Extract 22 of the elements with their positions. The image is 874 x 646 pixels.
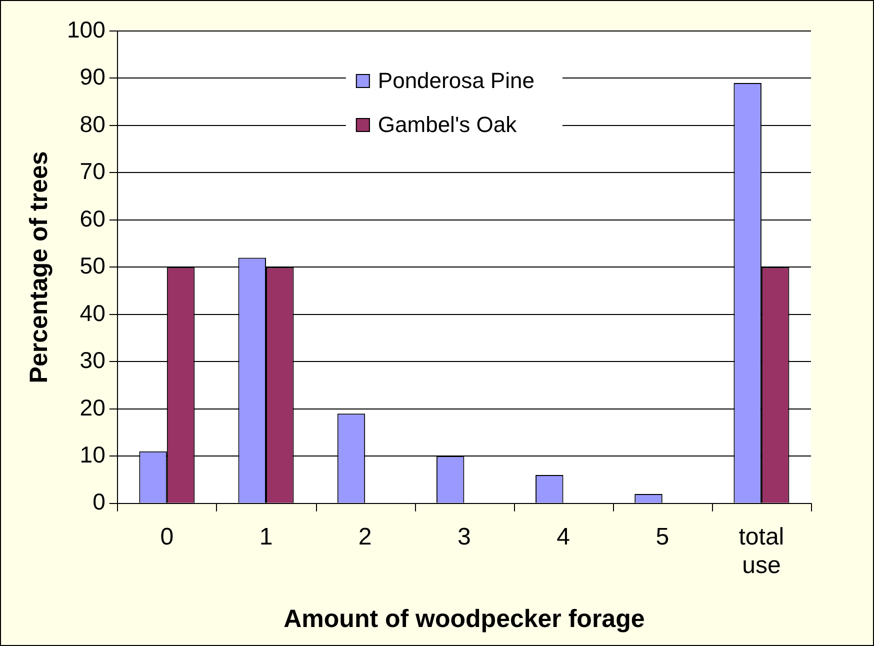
y-tick-label: 60 — [80, 205, 106, 232]
x-tick-label: 5 — [656, 523, 670, 550]
x-tick-label: total use — [738, 523, 784, 580]
x-tick-label: 1 — [259, 523, 273, 550]
legend-label: Ponderosa Pine — [378, 68, 534, 94]
y-tick-label: 0 — [92, 488, 106, 515]
y-tick-label: 50 — [80, 252, 106, 279]
y-axis-title: Percentage of trees — [24, 151, 53, 384]
y-tick-label: 30 — [80, 347, 106, 374]
x-tick-label: 2 — [358, 523, 372, 550]
y-tick-label: 40 — [80, 300, 106, 326]
y-tick-label: 80 — [80, 110, 106, 137]
x-tick-label: 3 — [458, 523, 471, 550]
y-tick-label: 10 — [80, 442, 106, 468]
y-tick-label: 90 — [80, 64, 106, 90]
x-axis-title: Amount of woodpecker forage — [284, 604, 645, 633]
legend-label: Gambel's Oak — [378, 112, 518, 138]
x-tick-label: 4 — [556, 523, 570, 550]
x-tick-label: 0 — [160, 523, 174, 550]
y-tick-label: 70 — [80, 158, 106, 184]
y-tick-label: 100 — [67, 16, 106, 42]
y-tick-label: 20 — [80, 394, 106, 420]
